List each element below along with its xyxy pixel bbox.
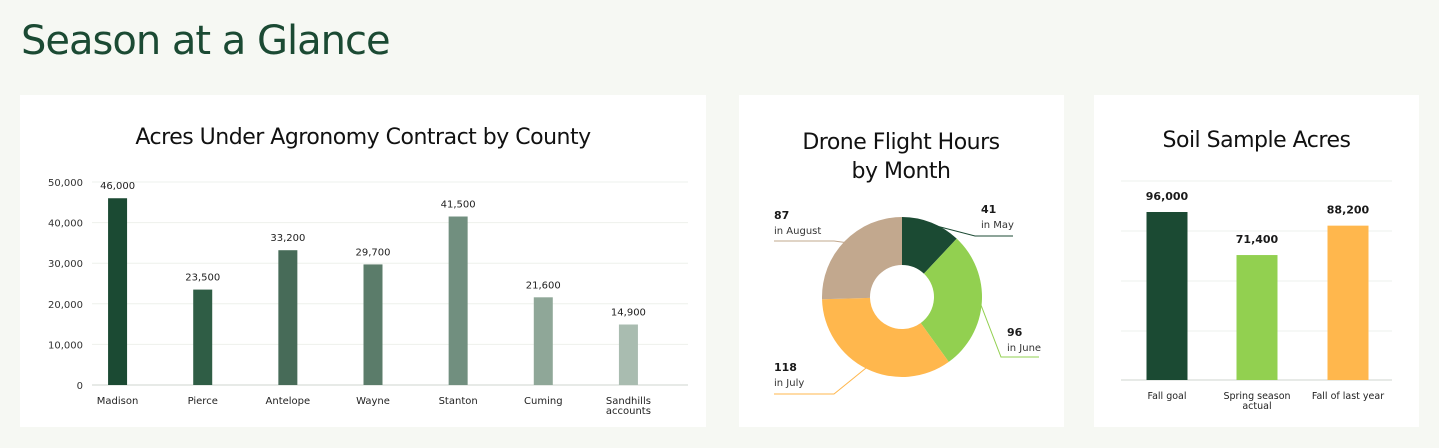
bar: [278, 250, 298, 385]
slice-caption: in June: [1007, 343, 1041, 354]
y-tick-label: 20,000: [48, 300, 83, 311]
page-title: Season at a Glance: [21, 18, 391, 64]
x-tick-label: Spring season: [1223, 391, 1290, 402]
x-tick-label: Stanton: [439, 396, 478, 407]
x-tick-label: Pierce: [188, 396, 218, 407]
data-label: 14,900: [611, 308, 646, 319]
bar: [1236, 255, 1278, 380]
data-label: 21,600: [526, 280, 561, 291]
bar: [1146, 212, 1188, 380]
x-tick-label: Antelope: [266, 396, 311, 407]
slice-caption: in May: [981, 220, 1014, 231]
x-tick-label: actual: [1242, 401, 1271, 412]
x-tick-label: Madison: [97, 396, 139, 407]
chart-title-line: Drone Flight Hours: [802, 130, 999, 155]
bar: [193, 289, 213, 385]
bar: [1327, 225, 1369, 380]
donut-slice: [920, 238, 982, 362]
callout-line: [774, 240, 847, 244]
drone-hours-chart: Drone Flight Hours by Month 41 in May 96 in J…: [774, 130, 1041, 395]
county-acres-chart: 0 10,000 20,000 30,000 40,000 50,000 46,000 Mad…: [48, 178, 688, 417]
data-label: 41,500: [441, 200, 476, 211]
bar: [533, 297, 553, 385]
bar: [108, 198, 128, 385]
donut-slice: [902, 217, 957, 274]
soil-acres-card: Soil Sample Acres 96,000 Fall goal 71,400 S…: [1094, 95, 1419, 427]
x-tick-label: Fall goal: [1147, 391, 1186, 402]
soil-acres-chart: 96,000 Fall goal 71,400 Spring seasonactual…: [1121, 180, 1392, 412]
data-label: 23,500: [185, 273, 220, 284]
data-label: 33,200: [270, 233, 305, 244]
slice-value-label: 87: [774, 209, 789, 222]
slice-caption: in August: [774, 226, 821, 237]
chart-title-line: by Month: [852, 159, 951, 184]
y-tick-label: 10,000: [48, 340, 83, 351]
slice-caption: in July: [774, 378, 804, 389]
data-label: 96,000: [1146, 190, 1189, 203]
x-tick-label: Cuming: [524, 396, 563, 407]
y-tick-label: 0: [77, 381, 83, 392]
callout-line: [979, 301, 1039, 358]
x-tick-label: Wayne: [356, 396, 390, 407]
x-tick-label: Fall of last year: [1312, 391, 1384, 402]
donut-slice: [822, 297, 949, 377]
x-tick-label: accounts: [606, 406, 651, 417]
slice-value-label: 118: [774, 361, 797, 374]
slice-value-label: 41: [981, 203, 996, 216]
y-tick-label: 50,000: [48, 178, 83, 189]
drone-hours-card: Drone Flight Hours by Month 41 in May 96 in J…: [739, 95, 1064, 427]
data-label: 29,700: [356, 247, 391, 258]
bar: [618, 324, 638, 385]
callout-line: [930, 223, 1013, 237]
slice-value-label: 96: [1007, 326, 1023, 339]
callout-line: [774, 366, 868, 395]
soil-acres-chart-title: Soil Sample Acres: [1162, 128, 1351, 153]
bar: [363, 264, 383, 385]
donut-slice: [822, 217, 902, 300]
bar: [448, 216, 468, 385]
data-label: 88,200: [1327, 204, 1370, 217]
data-label: 71,400: [1236, 233, 1279, 246]
y-tick-label: 30,000: [48, 259, 83, 270]
county-acres-chart-title: Acres Under Agronomy Contract by County: [135, 125, 591, 150]
county-acres-card: Acres Under Agronomy Contract by County …: [20, 95, 706, 427]
x-tick-label: Sandhills: [606, 396, 651, 407]
y-tick-label: 40,000: [48, 219, 83, 230]
data-label: 46,000: [100, 181, 135, 192]
